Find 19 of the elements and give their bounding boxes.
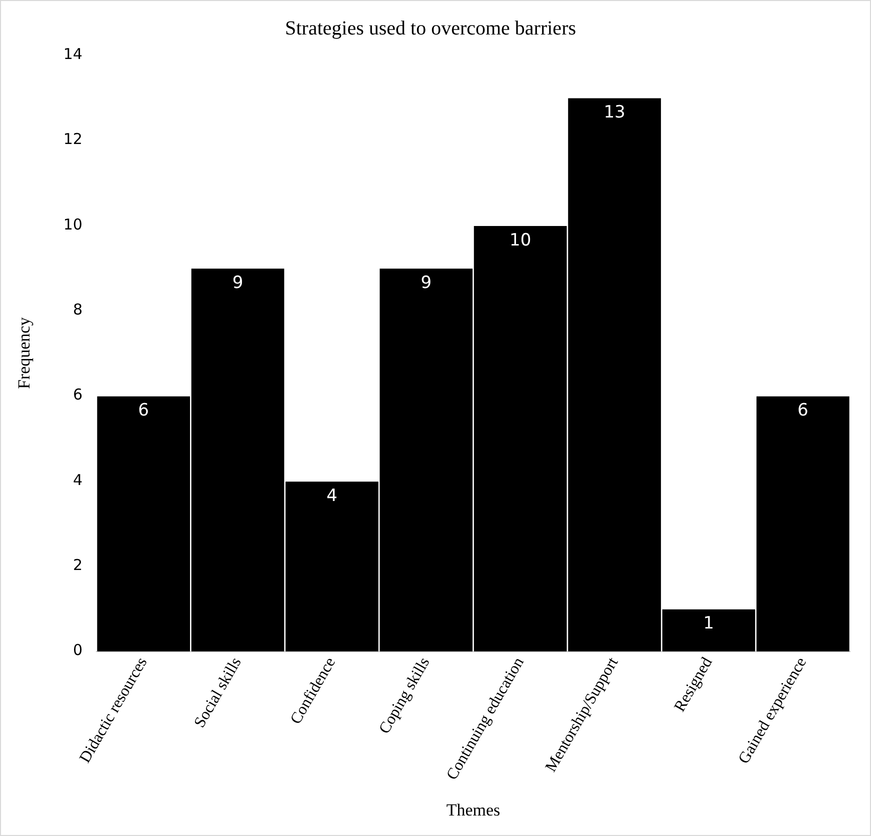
data-label: 4 [326, 486, 338, 506]
data-label: 6 [797, 400, 808, 421]
y-tick-label: 8 [72, 300, 82, 318]
y-tick-label: 4 [72, 470, 82, 489]
y-tick-label: 12 [63, 130, 82, 148]
data-label: 6 [138, 400, 149, 421]
y-tick-label: 0 [72, 641, 82, 660]
data-label: 9 [232, 272, 244, 293]
y-tick-label: 2 [72, 556, 82, 574]
data-label: 9 [420, 272, 432, 293]
y-tick-label: 10 [63, 215, 82, 234]
y-tick-label: 14 [63, 44, 82, 63]
data-label: 10 [510, 230, 532, 250]
chart-title: Strategies used to overcome barriers [284, 17, 576, 40]
y-axis-title: Frequency [14, 316, 34, 390]
x-axis-title: Themes [446, 800, 500, 820]
data-label: 13 [604, 102, 626, 123]
data-label: 1 [703, 614, 714, 634]
y-tick-label: 6 [72, 386, 82, 404]
